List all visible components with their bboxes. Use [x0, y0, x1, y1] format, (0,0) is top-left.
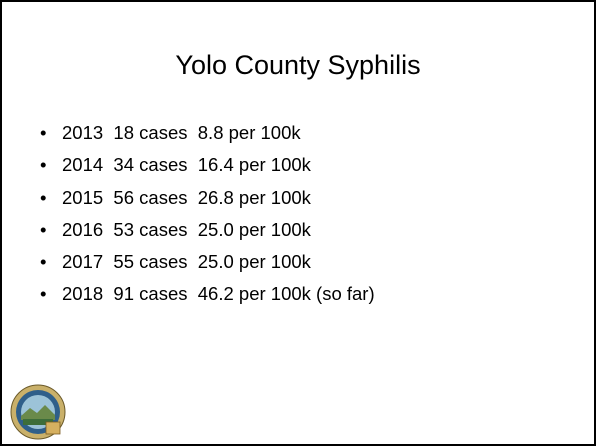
- county-seal: [10, 384, 66, 440]
- seal-field: [23, 419, 53, 425]
- bullet-item: 2018 91 cases 46.2 per 100k (so far): [38, 280, 375, 312]
- bullet-item: 2013 18 cases 8.8 per 100k: [38, 119, 375, 151]
- bullet-item: 2017 55 cases 25.0 per 100k: [38, 248, 375, 280]
- bullet-item: 2016 53 cases 25.0 per 100k: [38, 216, 375, 248]
- bullet-item: 2014 34 cases 16.4 per 100k: [38, 151, 375, 183]
- slide-title: Yolo County Syphilis: [175, 50, 421, 80]
- seal-hills: [21, 405, 55, 420]
- bullet-item: 2015 56 cases 26.8 per 100k: [38, 184, 375, 216]
- seal-banner: [45, 421, 61, 435]
- bullet-list: 2013 18 cases 8.8 per 100k2014 34 cases …: [38, 119, 375, 313]
